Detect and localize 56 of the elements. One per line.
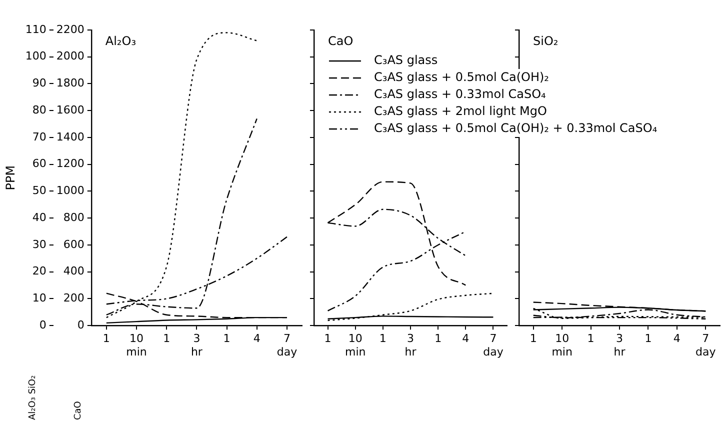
- y2-tick-label: 200: [63, 292, 84, 305]
- x-tick-label: 7 day: [483, 332, 504, 358]
- x-tick-label: 1: [530, 332, 537, 346]
- legend-label: C₃AS glass + 0.5mol Ca(OH)₂ + 0.33mol CaSO₄: [372, 120, 660, 137]
- chart-title: CaO: [328, 34, 354, 48]
- x-tick-label: 3 hr: [404, 332, 417, 358]
- y-tick-label: 0: [39, 318, 46, 332]
- legend-label: C₃AS glass + 0.33mol CaSO₄: [372, 86, 548, 103]
- legend-label: C₃AS glass + 2mol light MgO: [372, 103, 549, 120]
- x-tick-label: 4: [673, 332, 680, 346]
- y-tick-label: 80: [32, 103, 46, 116]
- x-tick-label: 1: [644, 332, 652, 346]
- x-tick-label: 10 min: [552, 332, 572, 358]
- x-tick-label: 4: [462, 332, 470, 346]
- y2-tick-label: 0: [77, 318, 84, 332]
- y2-tick-label: 1800: [56, 76, 84, 90]
- x-tick-label: 1: [324, 332, 332, 346]
- y2-tick-label: 1200: [56, 157, 84, 170]
- y-tick-label: 40: [32, 210, 46, 224]
- y2-tick-label: 1400: [56, 130, 84, 144]
- chart-title: SiO₂: [533, 34, 558, 48]
- y-tick-label: 10: [32, 292, 46, 305]
- y2-tick-label: 1000: [56, 184, 84, 198]
- y2-tick-label: 400: [63, 264, 84, 278]
- y2-tick-label: 2200: [56, 22, 84, 36]
- x-tick-label: 3 hr: [614, 332, 626, 358]
- x-tick-label: 1: [223, 332, 230, 346]
- x-tick-label: 4: [253, 332, 260, 346]
- y2-tick-label: 800: [63, 210, 84, 224]
- y-tick-label: 90: [32, 76, 46, 90]
- x-tick-label: 10 min: [126, 332, 147, 358]
- x-tick-label: 10 min: [344, 332, 366, 358]
- x-tick-label: 1: [434, 332, 442, 346]
- legend-label: C₃AS glass + 0.5mol Ca(OH)₂: [372, 69, 551, 86]
- chart-title: Al₂O₃: [105, 34, 136, 48]
- x-tick-label: 1: [163, 332, 170, 346]
- y-tick-label: 70: [32, 130, 46, 144]
- legend-label: C₃AS glass: [372, 52, 440, 69]
- x-tick-label: 1: [102, 332, 110, 346]
- y-tick-label: 30: [32, 238, 46, 251]
- y-tick-label: 100: [25, 50, 46, 63]
- x-tick-label: 3 hr: [190, 332, 203, 358]
- y2-tick-label: 600: [63, 238, 84, 251]
- y-tick-label: 60: [32, 157, 46, 170]
- y2-tick-label: 1600: [56, 103, 84, 116]
- text: CaO: [74, 401, 84, 420]
- x-tick-label: 7 day: [696, 332, 716, 358]
- y-tick-label: 20: [32, 264, 46, 278]
- x-tick-label: 1: [587, 332, 594, 346]
- y-tick-label: 50: [32, 184, 46, 198]
- y-axis-title: PPM: [3, 165, 18, 190]
- text: Al₂O₃ SiO₂: [28, 374, 38, 420]
- y2-tick-label: 2000: [56, 50, 84, 63]
- y-tick-label: 110: [25, 22, 46, 36]
- x-tick-label: 1: [379, 332, 386, 346]
- x-tick-label: 7 day: [276, 332, 298, 358]
